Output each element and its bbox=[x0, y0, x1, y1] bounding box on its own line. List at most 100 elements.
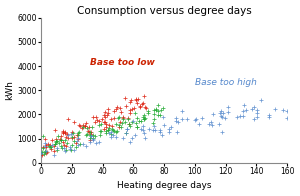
Point bbox=[112, 129, 117, 132]
Point bbox=[146, 111, 150, 114]
X-axis label: Heating degree days: Heating degree days bbox=[117, 181, 211, 191]
Title: Consumption versus degree days: Consumption versus degree days bbox=[77, 5, 251, 15]
Point bbox=[128, 100, 133, 103]
Point bbox=[84, 121, 89, 124]
Point bbox=[119, 122, 124, 125]
Point bbox=[68, 133, 73, 136]
Point bbox=[63, 149, 68, 152]
Point bbox=[52, 142, 57, 145]
Point bbox=[99, 122, 104, 126]
Point bbox=[154, 109, 159, 112]
Point bbox=[42, 141, 47, 144]
Point bbox=[135, 116, 140, 120]
Point bbox=[39, 150, 44, 153]
Point bbox=[84, 144, 88, 147]
Point bbox=[105, 113, 110, 117]
Point bbox=[75, 137, 80, 140]
Point bbox=[69, 149, 74, 152]
Point bbox=[103, 111, 108, 114]
Text: Base too low: Base too low bbox=[90, 58, 155, 67]
Point bbox=[109, 135, 113, 139]
Point bbox=[52, 128, 57, 131]
Point bbox=[113, 136, 118, 139]
Point bbox=[142, 118, 146, 121]
Point bbox=[251, 118, 256, 121]
Point bbox=[63, 144, 68, 147]
Point bbox=[70, 131, 75, 134]
Point bbox=[40, 135, 45, 138]
Point bbox=[97, 120, 102, 123]
Point bbox=[142, 113, 147, 116]
Point bbox=[132, 112, 137, 115]
Point bbox=[238, 115, 242, 118]
Point bbox=[103, 123, 108, 126]
Point bbox=[142, 117, 147, 120]
Point bbox=[101, 121, 106, 124]
Point bbox=[55, 139, 60, 142]
Point bbox=[141, 115, 146, 119]
Point bbox=[244, 109, 249, 112]
Point bbox=[93, 142, 98, 145]
Point bbox=[41, 153, 46, 156]
Point bbox=[93, 134, 98, 138]
Point bbox=[60, 131, 65, 134]
Point bbox=[155, 114, 160, 117]
Point bbox=[80, 143, 85, 146]
Point bbox=[46, 143, 51, 146]
Point bbox=[141, 125, 146, 128]
Point bbox=[86, 130, 91, 133]
Point bbox=[49, 145, 53, 148]
Point bbox=[57, 142, 62, 145]
Point bbox=[154, 108, 159, 111]
Point bbox=[155, 110, 160, 113]
Point bbox=[47, 143, 52, 146]
Point bbox=[71, 120, 76, 123]
Point bbox=[267, 114, 272, 117]
Point bbox=[60, 147, 65, 150]
Point bbox=[39, 154, 44, 157]
Point bbox=[76, 132, 80, 135]
Point bbox=[240, 110, 245, 113]
Point bbox=[61, 141, 66, 144]
Point bbox=[60, 130, 65, 133]
Point bbox=[109, 130, 114, 133]
Point bbox=[193, 118, 197, 121]
Point bbox=[209, 121, 214, 124]
Point bbox=[140, 103, 145, 106]
Point bbox=[174, 131, 179, 134]
Point bbox=[106, 123, 111, 126]
Point bbox=[41, 146, 46, 149]
Point bbox=[89, 130, 94, 133]
Point bbox=[121, 115, 126, 118]
Point bbox=[185, 117, 190, 120]
Point bbox=[128, 125, 133, 128]
Point bbox=[54, 140, 59, 143]
Point bbox=[127, 123, 132, 126]
Point bbox=[108, 133, 113, 136]
Point bbox=[44, 146, 49, 149]
Point bbox=[102, 127, 107, 130]
Point bbox=[133, 133, 137, 136]
Point bbox=[122, 121, 127, 124]
Point bbox=[199, 117, 204, 120]
Point bbox=[76, 134, 81, 137]
Point bbox=[50, 138, 55, 142]
Point bbox=[169, 125, 174, 129]
Point bbox=[143, 106, 148, 110]
Point bbox=[88, 132, 93, 136]
Point bbox=[250, 108, 254, 111]
Point bbox=[52, 144, 57, 147]
Point bbox=[123, 132, 128, 135]
Point bbox=[140, 102, 145, 105]
Point bbox=[80, 125, 85, 129]
Point bbox=[102, 114, 106, 117]
Point bbox=[87, 138, 92, 141]
Point bbox=[112, 109, 117, 112]
Point bbox=[174, 116, 178, 120]
Point bbox=[106, 132, 111, 135]
Point bbox=[61, 143, 66, 147]
Point bbox=[59, 145, 64, 148]
Point bbox=[207, 122, 212, 125]
Point bbox=[43, 144, 47, 148]
Point bbox=[100, 118, 105, 121]
